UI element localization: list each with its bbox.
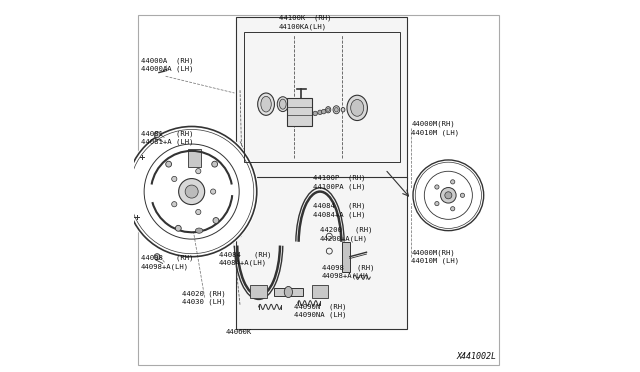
- Circle shape: [451, 180, 455, 184]
- Text: 44200   (RH)
44200+A(LH): 44200 (RH) 44200+A(LH): [320, 227, 372, 242]
- Circle shape: [172, 176, 177, 182]
- Text: 44081   (RH)
44081+A (LH): 44081 (RH) 44081+A (LH): [141, 130, 193, 145]
- Text: 44020 (RH)
44030 (LH): 44020 (RH) 44030 (LH): [182, 290, 226, 305]
- Circle shape: [435, 185, 439, 189]
- Circle shape: [445, 192, 452, 199]
- Ellipse shape: [258, 93, 275, 115]
- Ellipse shape: [280, 99, 286, 109]
- Text: 44100K  (RH)
44100KA(LH): 44100K (RH) 44100KA(LH): [279, 15, 332, 30]
- Circle shape: [154, 132, 160, 138]
- Circle shape: [451, 206, 455, 211]
- Circle shape: [125, 125, 259, 259]
- Text: X441002L: X441002L: [457, 352, 497, 361]
- Circle shape: [212, 161, 218, 167]
- Text: 44098   (RH)
44098+A(LH): 44098 (RH) 44098+A(LH): [141, 255, 193, 270]
- Circle shape: [313, 111, 317, 116]
- Circle shape: [154, 254, 160, 260]
- Text: 44060K: 44060K: [225, 329, 252, 335]
- Text: 44000M(RH)
44010M (LH): 44000M(RH) 44010M (LH): [411, 121, 460, 136]
- Ellipse shape: [347, 95, 367, 121]
- Ellipse shape: [195, 228, 203, 233]
- Ellipse shape: [261, 96, 271, 112]
- Circle shape: [185, 185, 198, 198]
- Text: 44084   (RH)
44084+A (LH): 44084 (RH) 44084+A (LH): [312, 203, 365, 218]
- Bar: [244, 32, 400, 162]
- Ellipse shape: [351, 99, 364, 116]
- Ellipse shape: [277, 97, 289, 112]
- Bar: [312, 285, 328, 298]
- Text: 44100P  (RH)
44100PA (LH): 44100P (RH) 44100PA (LH): [312, 175, 365, 190]
- Text: 44000A  (RH)
44000AA (LH): 44000A (RH) 44000AA (LH): [141, 58, 193, 73]
- Circle shape: [440, 187, 456, 203]
- Circle shape: [411, 158, 486, 232]
- Circle shape: [196, 209, 201, 215]
- Circle shape: [175, 225, 181, 231]
- Circle shape: [211, 189, 216, 194]
- Circle shape: [435, 202, 439, 206]
- Bar: [273, 288, 303, 296]
- Circle shape: [179, 179, 205, 205]
- Circle shape: [318, 110, 322, 115]
- Text: 44084   (RH)
44084+A(LH): 44084 (RH) 44084+A(LH): [219, 251, 271, 266]
- Bar: [287, 98, 312, 126]
- Text: 44000M(RH)
44010M (LH): 44000M(RH) 44010M (LH): [411, 249, 460, 264]
- Ellipse shape: [284, 286, 292, 298]
- Bar: [236, 177, 408, 329]
- Ellipse shape: [327, 108, 330, 112]
- Circle shape: [321, 109, 326, 114]
- Ellipse shape: [333, 106, 340, 114]
- Ellipse shape: [326, 107, 331, 113]
- Bar: [188, 148, 202, 167]
- Ellipse shape: [341, 108, 345, 112]
- Text: 44090N  (RH)
44090NA (LH): 44090N (RH) 44090NA (LH): [294, 303, 346, 318]
- Bar: [342, 242, 349, 272]
- Bar: [236, 17, 408, 179]
- Circle shape: [460, 193, 465, 198]
- Circle shape: [196, 169, 201, 174]
- Ellipse shape: [335, 108, 338, 112]
- Circle shape: [166, 161, 172, 167]
- Circle shape: [213, 218, 219, 224]
- Bar: [250, 285, 267, 298]
- Circle shape: [172, 202, 177, 207]
- Text: 44098   (RH)
44098+A(LH): 44098 (RH) 44098+A(LH): [322, 264, 374, 279]
